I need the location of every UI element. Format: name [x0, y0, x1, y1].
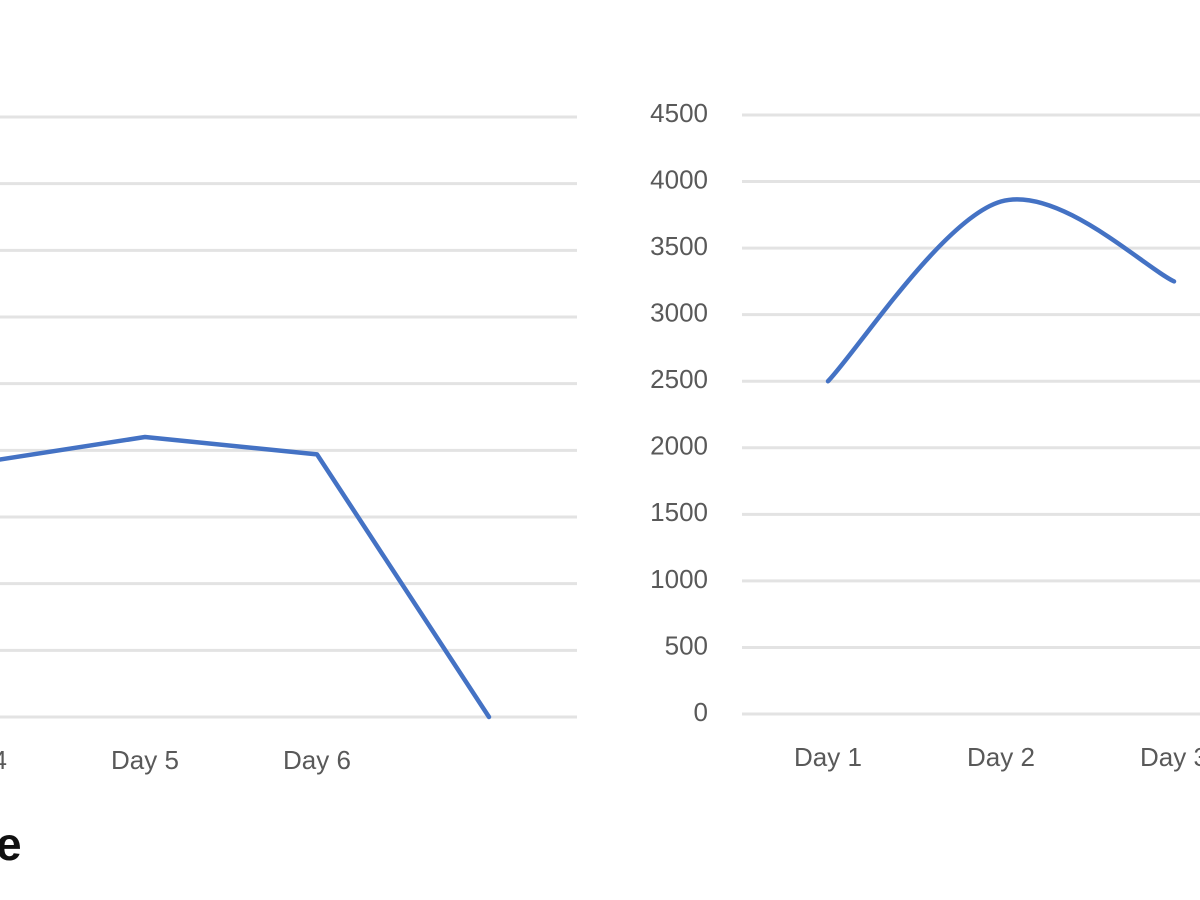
y-tick-label: 2000 — [650, 431, 708, 461]
x-tick-label: Day 4 — [0, 745, 7, 775]
y-tick-label: 4000 — [650, 164, 708, 194]
x-tick-label: Day 5 — [111, 745, 179, 775]
x-tick-label: Day 1 — [794, 742, 862, 772]
x-tick-label: Day 3 — [1140, 742, 1200, 772]
y-tick-label: 1000 — [650, 564, 708, 594]
y-tick-label: 1500 — [650, 497, 708, 527]
y-tick-label: 4500 — [650, 98, 708, 128]
y-tick-label: 3500 — [650, 231, 708, 261]
data-line — [825, 197, 1177, 384]
x-tick-label: Day 2 — [967, 742, 1035, 772]
y-tick-label: 0 — [694, 697, 708, 727]
y-tick-label: 3000 — [650, 298, 708, 328]
data-line — [0, 434, 492, 720]
y-tick-label: 500 — [665, 630, 708, 660]
y-tick-label: 2500 — [650, 364, 708, 394]
x-tick-label: Day 6 — [283, 745, 351, 775]
heading: e — [0, 818, 22, 870]
